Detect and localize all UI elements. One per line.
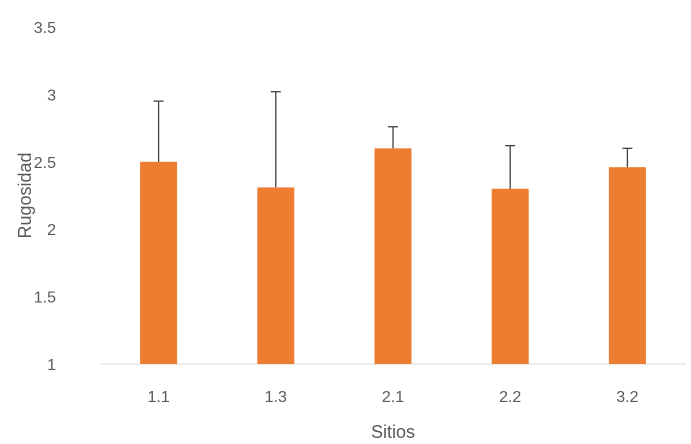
y-axis-title: Rugosidad <box>15 152 35 238</box>
error-bar-1.1 <box>153 100 164 162</box>
x-axis-ticks: 1.1 1.3 2.1 2.2 3.2 <box>147 389 638 406</box>
x-tick-label: 2.2 <box>499 389 521 406</box>
error-bar-2.1 <box>388 126 398 149</box>
y-tick-label: 1 <box>47 357 56 374</box>
bar-1.3 <box>257 187 295 364</box>
y-tick-label: 3 <box>47 87 56 104</box>
bar-3.2 <box>608 167 646 364</box>
bar-2.2 <box>491 188 529 364</box>
y-tick-label: 3.5 <box>34 20 56 37</box>
x-tick-label: 1.1 <box>147 389 169 406</box>
x-tick-label: 3.2 <box>616 389 638 406</box>
y-tick-label: 1.5 <box>34 290 56 307</box>
bar-1.1 <box>140 161 178 364</box>
bars <box>140 148 646 364</box>
error-bar-1.3 <box>270 91 281 188</box>
x-tick-label: 2.1 <box>382 389 404 406</box>
error-bar-2.2 <box>505 144 516 189</box>
bar-2.1 <box>374 148 412 364</box>
error-bar-3.2 <box>622 147 633 168</box>
y-tick-label: 2 <box>47 222 56 239</box>
y-tick-label: 2.5 <box>34 155 56 172</box>
y-axis-ticks: 1 1.5 2 2.5 3 3.5 <box>34 20 56 374</box>
error-bars <box>153 91 633 189</box>
x-axis-title: Sitios <box>371 422 415 442</box>
x-tick-label: 1.3 <box>265 389 287 406</box>
